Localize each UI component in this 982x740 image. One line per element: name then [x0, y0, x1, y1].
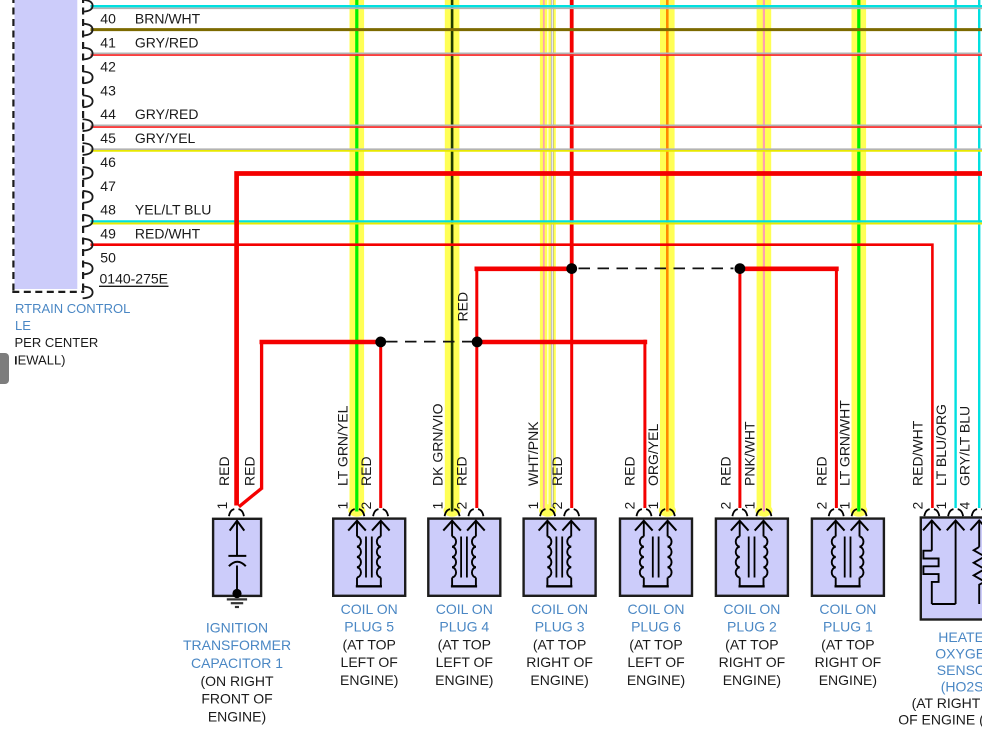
svg-text:ENGINE): ENGINE) [208, 708, 266, 724]
svg-text:2: 2 [453, 502, 469, 510]
svg-text:YEL/LT BLU: YEL/LT BLU [135, 202, 212, 218]
svg-text:1: 1 [334, 502, 350, 510]
svg-text:(AT TOP: (AT TOP [438, 636, 491, 652]
svg-text:(AT TOP: (AT TOP [629, 636, 682, 652]
svg-text:(AT TOP: (AT TOP [821, 636, 874, 652]
svg-text:(HO2S): (HO2S) [941, 678, 982, 694]
svg-text:ORG/YEL: ORG/YEL [645, 424, 661, 486]
svg-text:2: 2 [814, 502, 830, 510]
svg-text:PLUG 6: PLUG 6 [631, 619, 681, 635]
svg-text:BRN/WHT: BRN/WHT [135, 11, 201, 27]
svg-text:46: 46 [100, 154, 116, 170]
svg-text:OF ENGINE (: OF ENGINE ( [898, 711, 982, 727]
svg-text:1: 1 [214, 502, 230, 510]
svg-text:RIGHT OF: RIGHT OF [526, 654, 593, 670]
svg-text:44: 44 [100, 106, 116, 122]
svg-text:49: 49 [100, 226, 116, 242]
svg-text:1: 1 [525, 502, 541, 510]
svg-text:GRY/RED: GRY/RED [135, 34, 199, 50]
svg-text:RED: RED [454, 292, 470, 322]
svg-text:50: 50 [100, 250, 116, 266]
svg-text:1: 1 [645, 502, 661, 510]
svg-text:(AT RIGHT: (AT RIGHT [912, 695, 981, 711]
svg-text:43: 43 [100, 82, 116, 98]
svg-text:WHT/PNK: WHT/PNK [525, 421, 541, 486]
svg-text:LT BLU/ORG: LT BLU/ORG [933, 404, 949, 486]
svg-text:41: 41 [100, 34, 116, 50]
svg-text:DK GRN/VIO: DK GRN/VIO [430, 403, 446, 486]
svg-text:1: 1 [430, 502, 446, 510]
svg-text:HEATED: HEATED [938, 629, 982, 645]
svg-text:PER CENTER: PER CENTER [15, 335, 99, 350]
svg-text:PLUG 5: PLUG 5 [344, 619, 394, 635]
svg-text:PLUG 2: PLUG 2 [727, 619, 777, 635]
svg-text:LEFT OF: LEFT OF [627, 654, 684, 670]
svg-text:ENGINE): ENGINE) [723, 672, 781, 688]
svg-text:47: 47 [100, 178, 116, 194]
svg-text:LEFT OF: LEFT OF [341, 654, 398, 670]
svg-text:SENSOR: SENSOR [937, 662, 982, 678]
svg-text:2: 2 [717, 502, 733, 510]
svg-text:COIL ON: COIL ON [819, 601, 876, 617]
svg-text:RED: RED [717, 456, 733, 486]
svg-text:TRANSFORMER: TRANSFORMER [183, 637, 291, 653]
svg-text:PLUG 1: PLUG 1 [823, 619, 873, 635]
svg-text:4: 4 [957, 502, 973, 510]
svg-text:2: 2 [549, 502, 565, 510]
svg-text:EWALL): EWALL) [18, 352, 66, 367]
svg-text:RED: RED [814, 456, 830, 486]
svg-text:COIL ON: COIL ON [341, 601, 398, 617]
svg-text:ENGINE): ENGINE) [819, 672, 877, 688]
svg-text:LEFT OF: LEFT OF [436, 654, 493, 670]
svg-text:48: 48 [100, 202, 116, 218]
svg-text:(AT TOP: (AT TOP [725, 636, 778, 652]
svg-text:GRY/YEL: GRY/YEL [135, 130, 196, 146]
svg-text:RIGHT OF: RIGHT OF [719, 654, 786, 670]
svg-text:PLUG 4: PLUG 4 [439, 619, 489, 635]
svg-text:42: 42 [100, 58, 116, 74]
svg-text:COIL ON: COIL ON [627, 601, 684, 617]
svg-text:RIGHT OF: RIGHT OF [815, 654, 882, 670]
svg-text:COIL ON: COIL ON [436, 601, 493, 617]
svg-text:PLUG 3: PLUG 3 [535, 619, 585, 635]
svg-text:2: 2 [622, 502, 638, 510]
svg-text:2: 2 [909, 502, 925, 510]
svg-text:RED: RED [453, 456, 469, 486]
svg-text:IGNITION: IGNITION [206, 619, 268, 635]
svg-text:GRY/LT BLU: GRY/LT BLU [957, 406, 973, 486]
svg-text:(AT TOP: (AT TOP [342, 636, 395, 652]
svg-text:RED: RED [242, 456, 258, 486]
svg-text:ENGINE): ENGINE) [340, 672, 398, 688]
svg-text:2: 2 [358, 502, 374, 510]
svg-text:ENGINE): ENGINE) [530, 672, 588, 688]
svg-text:(AT TOP: (AT TOP [533, 636, 586, 652]
svg-text:40: 40 [100, 11, 116, 27]
svg-text:CAPACITOR 1: CAPACITOR 1 [191, 655, 283, 671]
svg-text:ENGINE): ENGINE) [435, 672, 493, 688]
svg-text:LT GRN/WHT: LT GRN/WHT [837, 400, 853, 486]
svg-text:LE: LE [15, 318, 31, 333]
svg-text:1: 1 [741, 502, 757, 510]
svg-text:COIL ON: COIL ON [723, 601, 780, 617]
svg-text:0140-275E: 0140-275E [100, 270, 169, 286]
svg-text:45: 45 [100, 130, 116, 146]
svg-text:COIL ON: COIL ON [531, 601, 588, 617]
svg-text:RTRAIN CONTROL: RTRAIN CONTROL [15, 301, 130, 316]
svg-text:RED: RED [622, 456, 638, 486]
svg-text:OXYGEN: OXYGEN [935, 645, 982, 661]
svg-text:ENGINE): ENGINE) [627, 672, 685, 688]
svg-text:GRY/RED: GRY/RED [135, 106, 199, 122]
svg-text:RED: RED [216, 456, 232, 486]
svg-text:RED: RED [358, 456, 374, 486]
svg-text:LT GRN/YEL: LT GRN/YEL [334, 405, 350, 486]
svg-text:PNK/WHT: PNK/WHT [741, 421, 757, 486]
svg-text:1: 1 [837, 502, 853, 510]
svg-text:RED: RED [549, 456, 565, 486]
svg-text:RED/WHT: RED/WHT [909, 420, 925, 486]
svg-text:(ON RIGHT: (ON RIGHT [200, 673, 274, 689]
svg-text:1: 1 [933, 502, 949, 510]
svg-text:RED/WHT: RED/WHT [135, 226, 201, 242]
svg-text:FRONT OF: FRONT OF [201, 691, 272, 707]
